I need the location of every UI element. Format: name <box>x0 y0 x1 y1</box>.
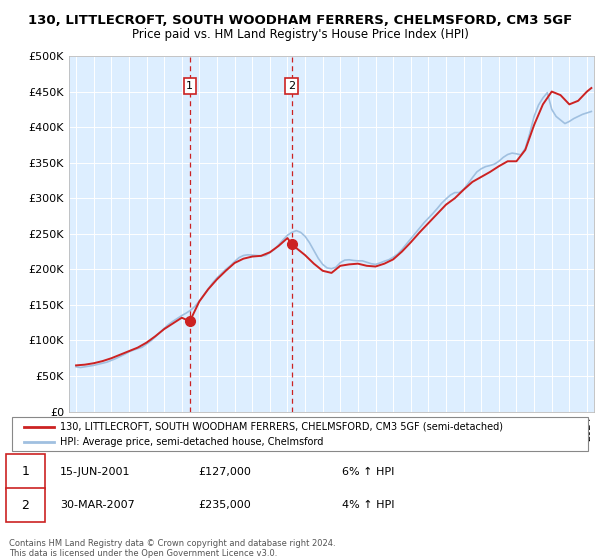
Text: 1: 1 <box>22 465 29 478</box>
Text: 6% ↑ HPI: 6% ↑ HPI <box>342 466 394 477</box>
Text: 2: 2 <box>288 81 295 91</box>
Text: 130, LITTLECROFT, SOUTH WOODHAM FERRERS, CHELMSFORD, CM3 5GF: 130, LITTLECROFT, SOUTH WOODHAM FERRERS,… <box>28 14 572 27</box>
Text: 2: 2 <box>22 498 29 512</box>
Text: £127,000: £127,000 <box>198 466 251 477</box>
Text: 1: 1 <box>187 81 193 91</box>
Text: 4% ↑ HPI: 4% ↑ HPI <box>342 500 395 510</box>
Text: Contains HM Land Registry data © Crown copyright and database right 2024.
This d: Contains HM Land Registry data © Crown c… <box>9 539 335 558</box>
Text: 130, LITTLECROFT, SOUTH WOODHAM FERRERS, CHELMSFORD, CM3 5GF (semi-detached): 130, LITTLECROFT, SOUTH WOODHAM FERRERS,… <box>60 422 503 432</box>
Text: HPI: Average price, semi-detached house, Chelmsford: HPI: Average price, semi-detached house,… <box>60 437 323 447</box>
Text: £235,000: £235,000 <box>198 500 251 510</box>
Text: 30-MAR-2007: 30-MAR-2007 <box>60 500 135 510</box>
Text: Price paid vs. HM Land Registry's House Price Index (HPI): Price paid vs. HM Land Registry's House … <box>131 28 469 41</box>
Text: 15-JUN-2001: 15-JUN-2001 <box>60 466 131 477</box>
